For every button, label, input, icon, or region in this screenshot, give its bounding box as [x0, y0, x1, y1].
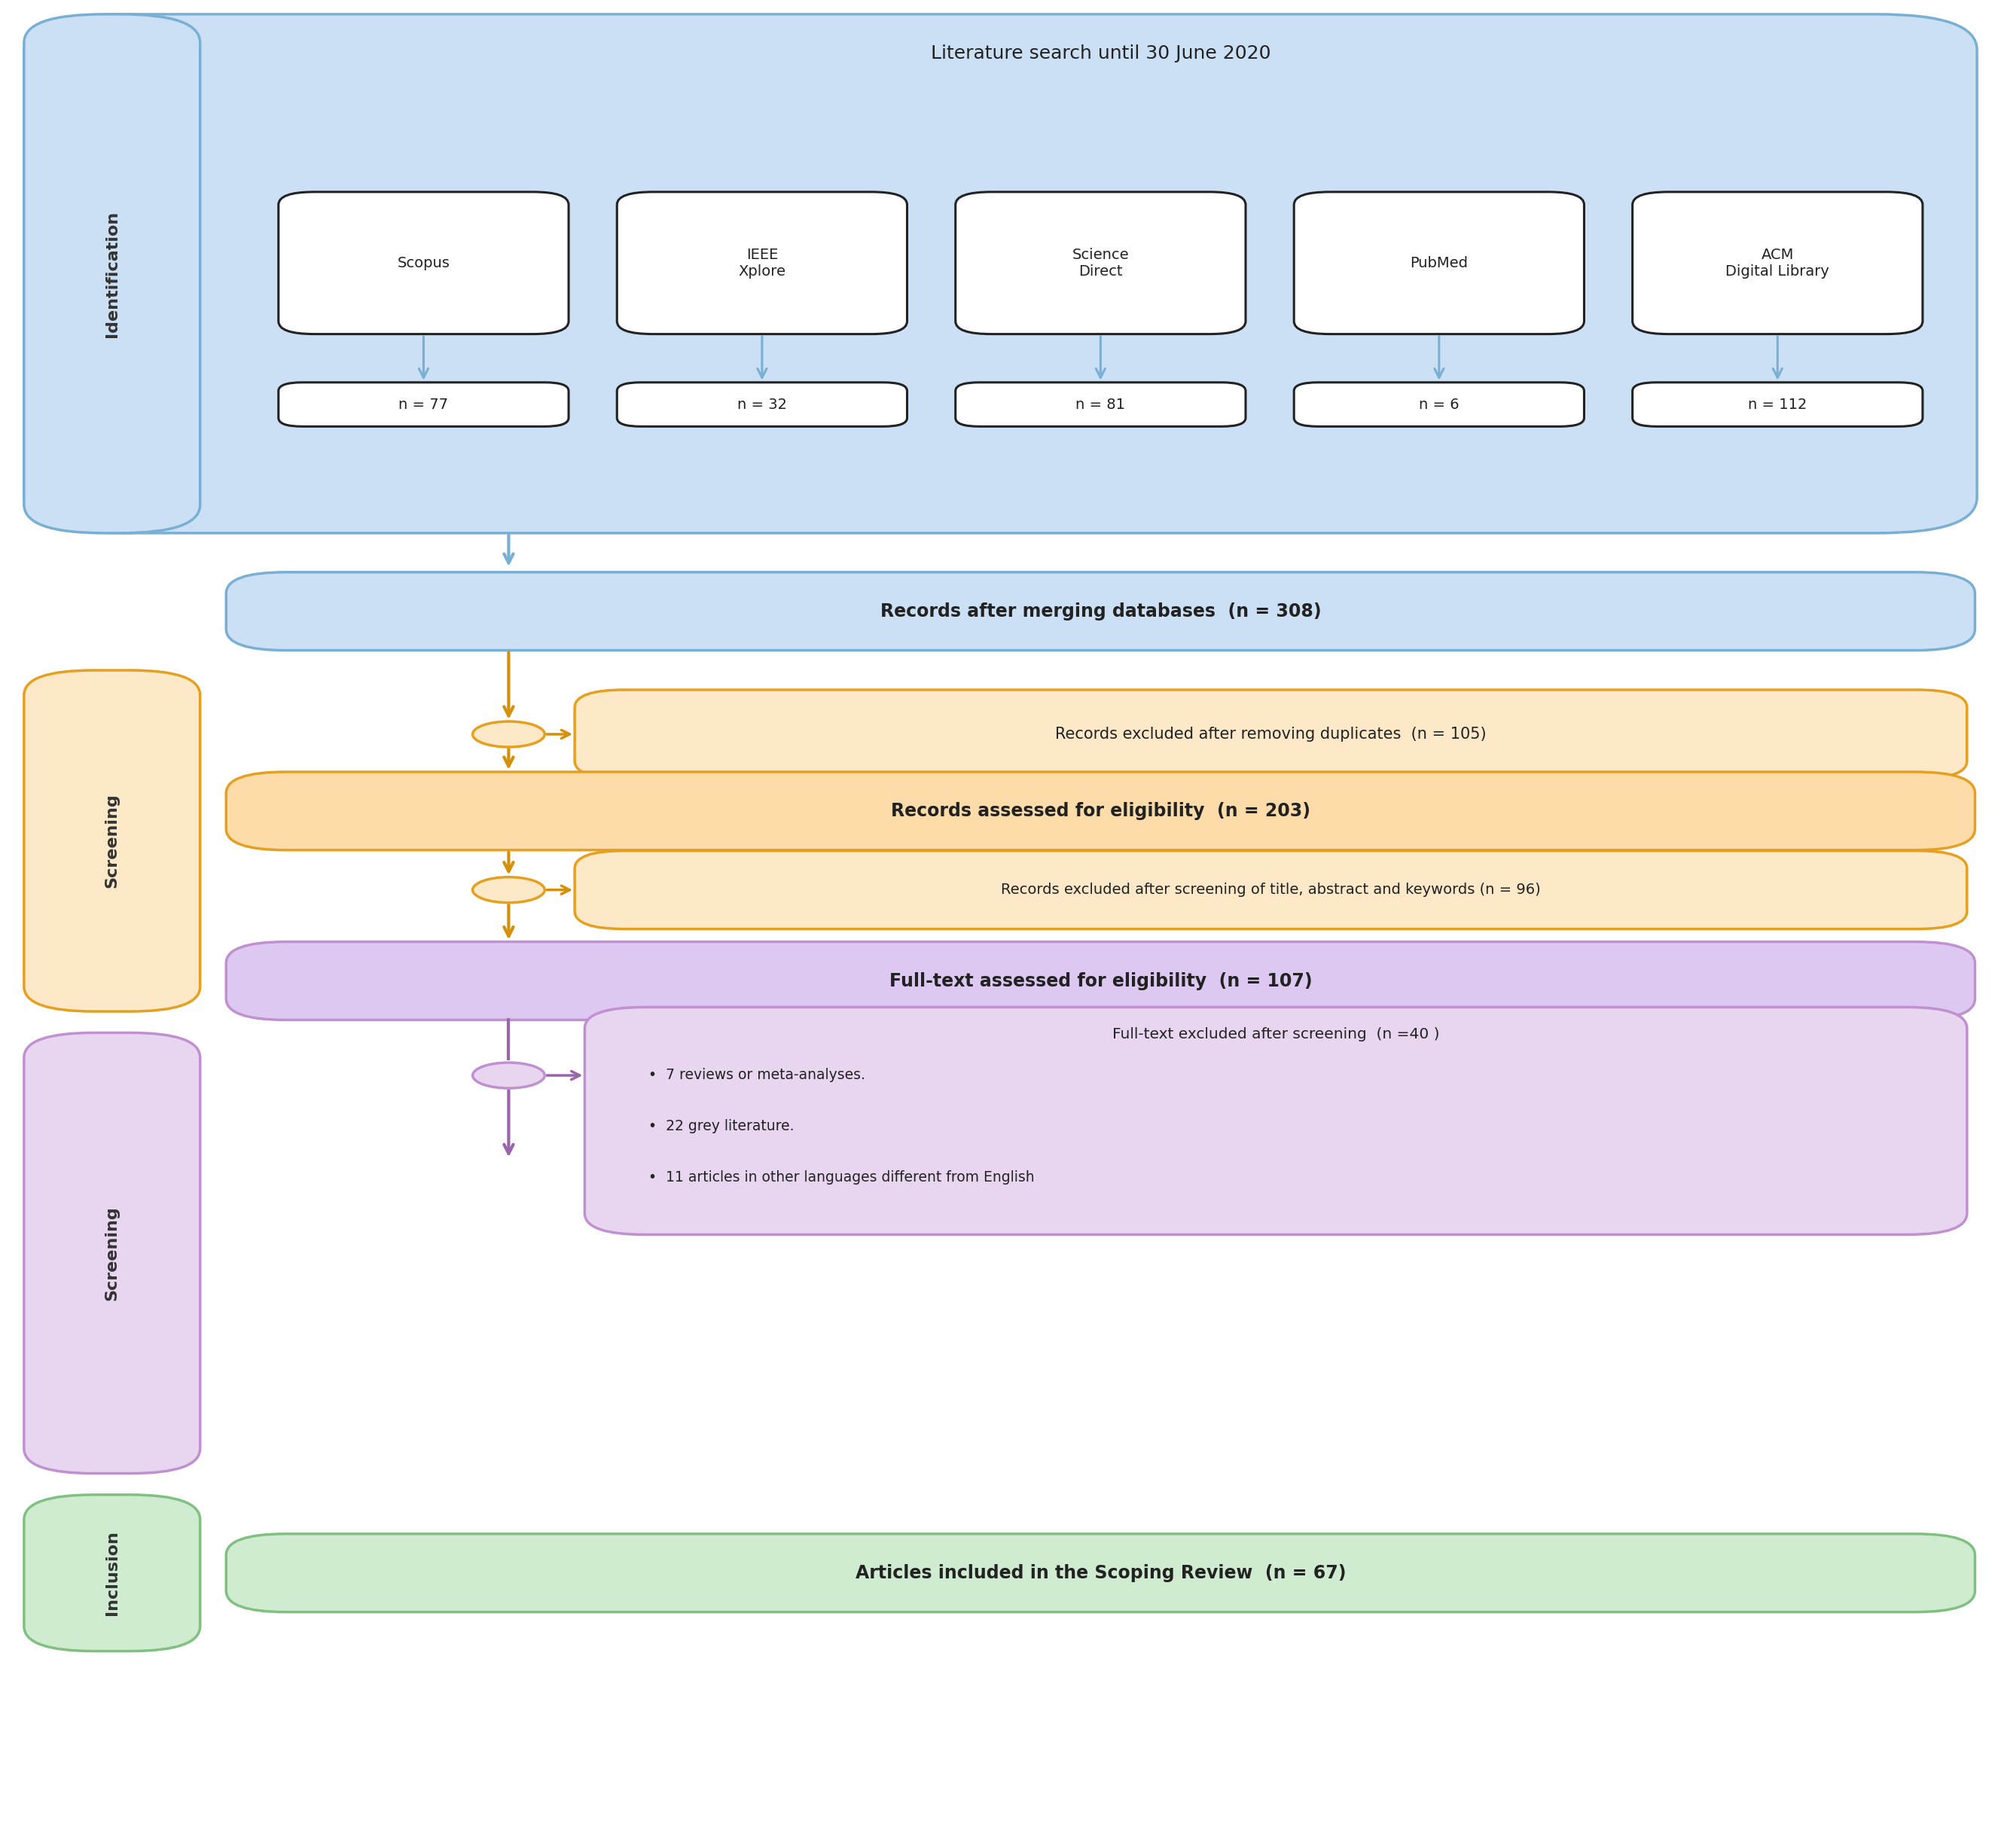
Text: n = 81: n = 81: [1077, 397, 1125, 412]
FancyBboxPatch shape: [226, 942, 1975, 1020]
Text: •  11 articles in other languages different from English: • 11 articles in other languages differe…: [648, 1170, 1035, 1185]
Text: Records assessed for eligibility  (n = 203): Records assessed for eligibility (n = 20…: [890, 802, 1311, 821]
Text: Full-text assessed for eligibility  (n = 107): Full-text assessed for eligibility (n = …: [888, 972, 1313, 991]
Text: Records excluded after screening of title, abstract and keywords (n = 96): Records excluded after screening of titl…: [1000, 883, 1541, 896]
Text: Identification: Identification: [104, 211, 120, 336]
FancyBboxPatch shape: [1295, 383, 1585, 427]
FancyBboxPatch shape: [616, 192, 906, 334]
Text: •  7 reviews or meta-analyses.: • 7 reviews or meta-analyses.: [648, 1068, 866, 1081]
Text: Literature search until 30 June 2020: Literature search until 30 June 2020: [930, 44, 1271, 63]
Text: Full-text excluded after screening  (n =40 ): Full-text excluded after screening (n =4…: [1113, 1027, 1439, 1040]
Text: PubMed: PubMed: [1411, 255, 1469, 270]
FancyBboxPatch shape: [24, 1033, 200, 1473]
Circle shape: [472, 721, 544, 747]
Text: ACM
Digital Library: ACM Digital Library: [1725, 248, 1829, 279]
FancyBboxPatch shape: [278, 192, 568, 334]
FancyBboxPatch shape: [226, 573, 1975, 650]
Text: n = 77: n = 77: [398, 397, 448, 412]
FancyBboxPatch shape: [954, 383, 1245, 427]
Text: Inclusion: Inclusion: [104, 1530, 120, 1615]
FancyBboxPatch shape: [226, 772, 1975, 850]
Circle shape: [472, 1063, 544, 1088]
FancyBboxPatch shape: [1633, 192, 1923, 334]
FancyBboxPatch shape: [226, 1534, 1975, 1611]
FancyBboxPatch shape: [278, 383, 568, 427]
Text: n = 112: n = 112: [1749, 397, 1807, 412]
FancyBboxPatch shape: [954, 192, 1245, 334]
FancyBboxPatch shape: [24, 15, 1977, 532]
FancyBboxPatch shape: [574, 689, 1967, 778]
FancyBboxPatch shape: [1633, 383, 1923, 427]
Text: IEEE
Xplore: IEEE Xplore: [738, 248, 786, 279]
FancyBboxPatch shape: [1295, 192, 1585, 334]
FancyBboxPatch shape: [24, 15, 200, 532]
FancyBboxPatch shape: [616, 383, 906, 427]
Text: Scopus: Scopus: [398, 255, 450, 270]
FancyBboxPatch shape: [584, 1007, 1967, 1234]
Text: n = 6: n = 6: [1419, 397, 1459, 412]
Text: Articles included in the Scoping Review  (n = 67): Articles included in the Scoping Review …: [854, 1563, 1347, 1582]
Text: Science
Direct: Science Direct: [1073, 248, 1129, 279]
FancyBboxPatch shape: [24, 671, 200, 1011]
FancyBboxPatch shape: [24, 1495, 200, 1650]
Text: n = 32: n = 32: [736, 397, 786, 412]
Text: Records after merging databases  (n = 308): Records after merging databases (n = 308…: [880, 602, 1321, 621]
Text: •  22 grey literature.: • 22 grey literature.: [648, 1118, 794, 1133]
Text: Records excluded after removing duplicates  (n = 105): Records excluded after removing duplicat…: [1055, 726, 1487, 741]
FancyBboxPatch shape: [574, 850, 1967, 930]
Text: Screening: Screening: [104, 793, 120, 889]
Circle shape: [472, 878, 544, 902]
Text: Screening: Screening: [104, 1205, 120, 1301]
